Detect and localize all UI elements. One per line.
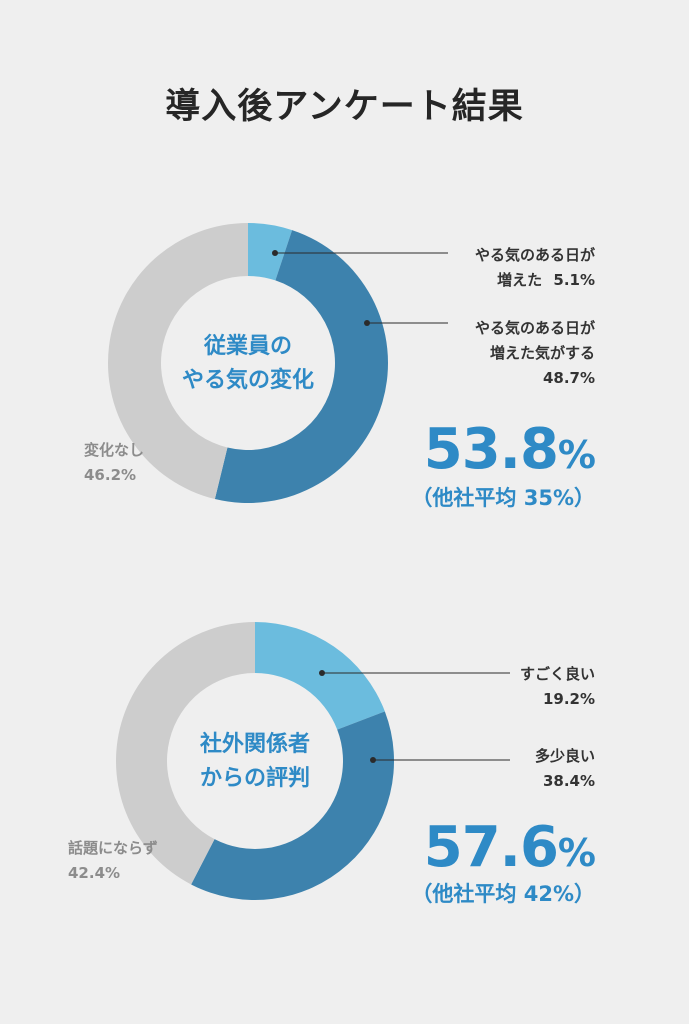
slice-increased	[248, 223, 293, 281]
slice-label-line: 変化なし	[84, 441, 145, 459]
slice-value: 38.4%	[542, 772, 595, 790]
slice-no-change	[107, 223, 248, 500]
slice-value: 5.1%	[553, 271, 595, 289]
slice-label-increased: やる気のある日が 増えた 5.1%	[475, 243, 595, 293]
slice-label-line: 多少良い	[534, 747, 595, 765]
donut-chart-motivation	[107, 223, 448, 504]
donut-chart-reputation	[115, 622, 510, 901]
slice-label-line: やる気のある日が	[474, 246, 595, 264]
slice-value: 48.7%	[542, 369, 595, 387]
industry-average-note: （他社平均 42%）	[411, 882, 595, 906]
slice-somewhat-good	[191, 711, 395, 901]
slice-not-talked-about	[115, 622, 256, 885]
donut-center-label: 社外関係者 からの評判	[155, 728, 355, 796]
slice-label-not-talked-about: 話題にならず 42.4%	[68, 836, 158, 886]
slice-seems-increased	[214, 230, 388, 504]
slice-value: 46.2%	[84, 466, 137, 484]
slice-label-line: すごく良い	[519, 665, 595, 683]
highlight-unit: %	[557, 433, 596, 477]
highlight-unit: %	[557, 831, 596, 875]
leader-dot	[370, 757, 376, 763]
center-label-line: やる気の変化	[181, 368, 314, 393]
highlight-percentage: 57.6%	[423, 815, 596, 883]
highlight-value: 57.6	[423, 815, 559, 880]
leader-dot	[364, 320, 370, 326]
center-label-line: 社外関係者	[199, 732, 310, 757]
slice-label-line: やる気のある日が	[474, 319, 595, 337]
leader-dot	[319, 670, 325, 676]
center-label-line: 従業員の	[203, 334, 292, 359]
leader-dot	[272, 250, 278, 256]
slice-value: 42.4%	[68, 864, 121, 882]
slice-label-very-good: すごく良い 19.2%	[520, 662, 595, 712]
industry-average-note: （他社平均 35%）	[411, 486, 595, 510]
slice-very-good	[255, 622, 385, 730]
slice-label-line: 増えた気がする	[489, 344, 595, 362]
highlight-value: 53.8	[423, 417, 559, 482]
slice-label-somewhat-good: 多少良い 38.4%	[535, 744, 595, 794]
slice-label-line: 話題にならず	[68, 839, 158, 857]
slice-label-seems-increased: やる気のある日が 増えた気がする 48.7%	[475, 316, 595, 391]
slice-label-line: 増えた	[497, 271, 543, 289]
slice-value: 19.2%	[542, 690, 595, 708]
center-label-line: からの評判	[199, 766, 310, 791]
highlight-percentage: 53.8%	[423, 417, 596, 485]
donut-center-label: 従業員の やる気の変化	[148, 330, 348, 398]
page-title: 導入後アンケート結果	[165, 87, 524, 127]
slice-label-no-change: 変化なし 46.2%	[84, 438, 144, 488]
